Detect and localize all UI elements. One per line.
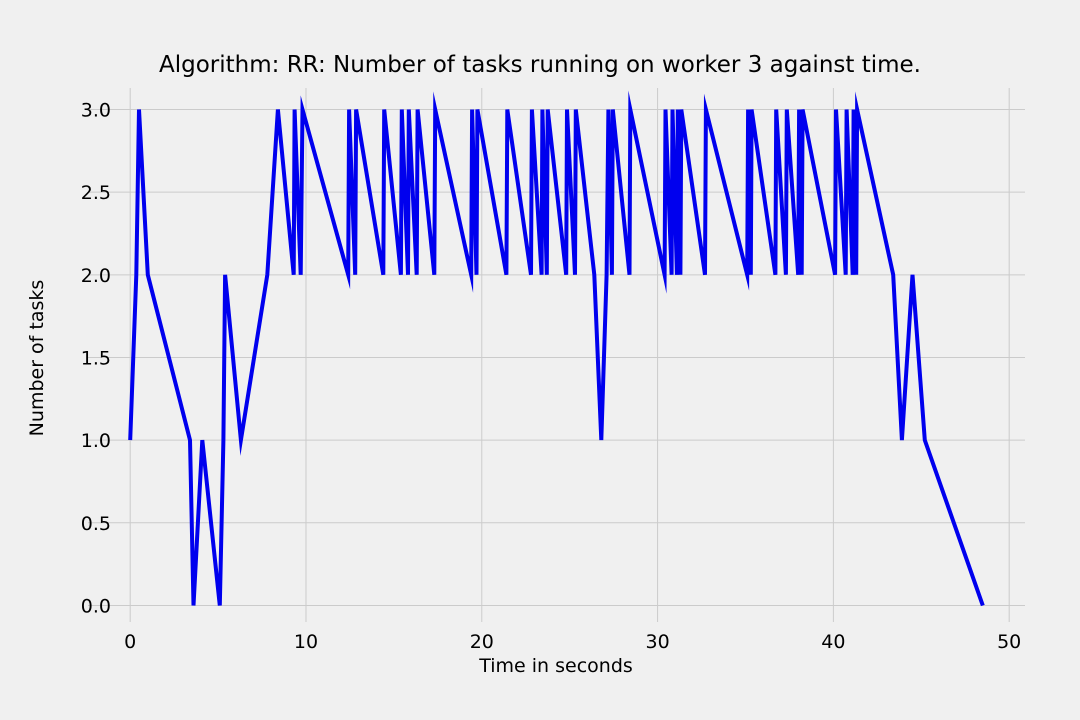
y-axis-label: Number of tasks: [26, 280, 48, 437]
y-tick-label: 3.0: [81, 99, 111, 121]
x-tick-label: 20: [470, 631, 494, 653]
series-group: [128, 90, 985, 607]
y-tick-label: 1.5: [81, 347, 111, 369]
y-tick-label: 2.0: [81, 265, 111, 287]
chart-title: Algorithm: RR: Number of tasks running o…: [159, 52, 921, 78]
y-tick-label: 0.0: [81, 595, 111, 617]
y-tick-label: 2.5: [81, 182, 111, 204]
x-tick-label: 0: [124, 631, 136, 653]
x-axis-label: Time in seconds: [478, 655, 633, 677]
y-tick-label: 0.5: [81, 513, 111, 535]
x-tick-label: 30: [645, 631, 669, 653]
x-tick-label: 40: [821, 631, 845, 653]
x-tick-label: 10: [294, 631, 318, 653]
series-line: [128, 90, 985, 607]
grid-lines: [88, 88, 1025, 622]
x-tick-label: 50: [997, 631, 1021, 653]
y-tick-label: 1.0: [81, 430, 111, 452]
tick-labels: 0 10 20 30 40 50 0.0 0.5 1.0 1.5 2.0 2.5 3.0: [81, 99, 1021, 653]
